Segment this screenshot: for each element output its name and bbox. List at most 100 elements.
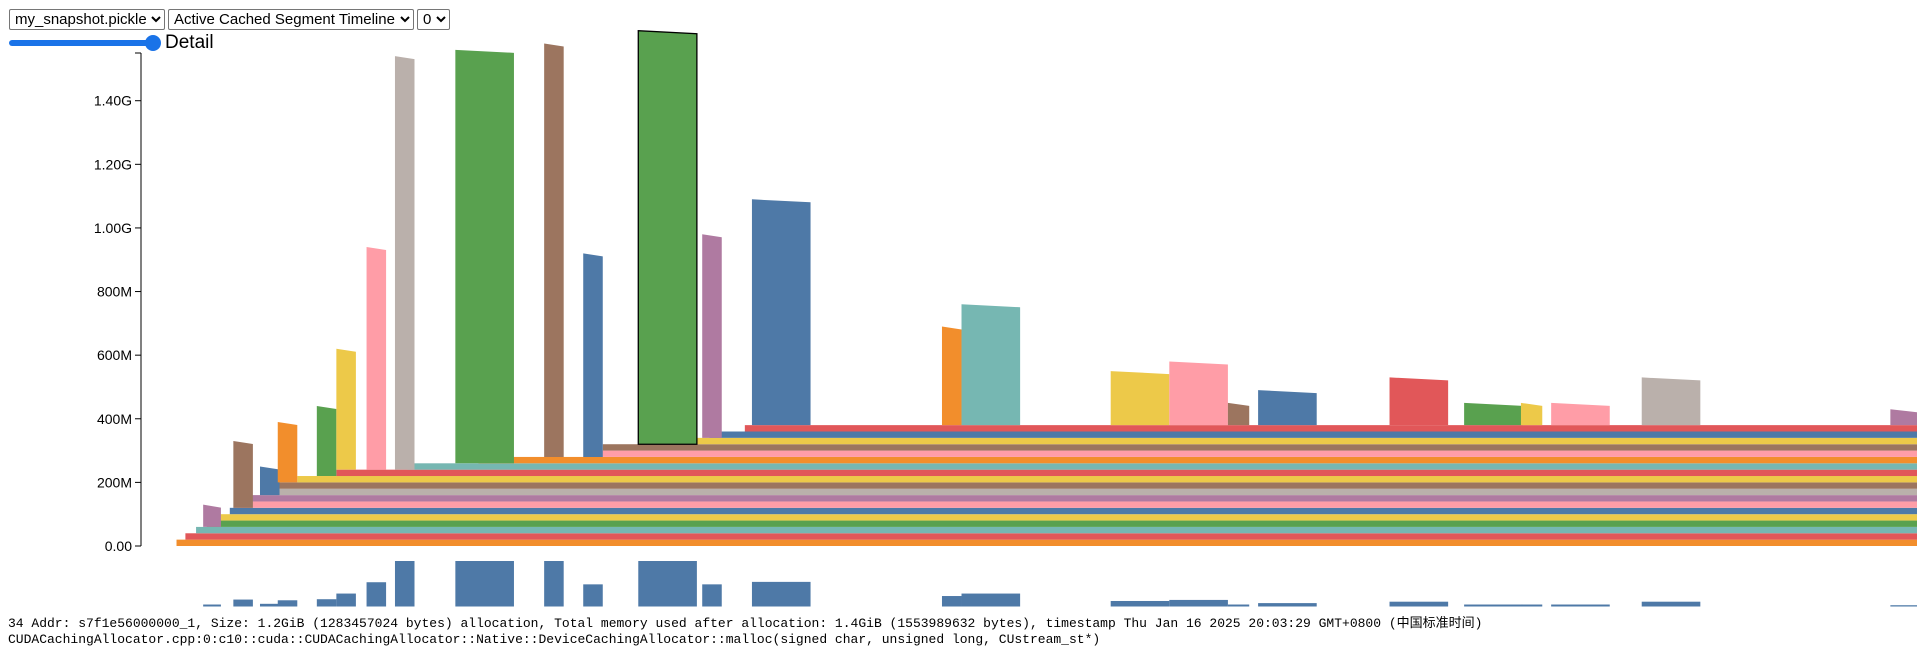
allocation-spike[interactable]: [259, 466, 280, 496]
overview-bar: [203, 604, 221, 607]
overview-bar: [259, 603, 280, 607]
plot-area: [176, 30, 1917, 546]
overview-bar: [1890, 605, 1917, 607]
allocation-spike[interactable]: [702, 234, 722, 438]
snapshot-select[interactable]: my_snapshot.pickle: [9, 9, 165, 30]
allocation-spike[interactable]: [961, 304, 1021, 426]
allocation-spike[interactable]: [1110, 371, 1170, 426]
allocation-band[interactable]: [478, 456, 1917, 464]
y-tick-label: 0.00: [105, 538, 132, 554]
y-tick: 1.40G: [94, 93, 141, 109]
y-tick: 400M: [97, 411, 141, 427]
overview-bar: [941, 596, 962, 607]
detail-label: Detail: [165, 32, 214, 53]
overview-bar: [1389, 601, 1449, 607]
view-select[interactable]: Active Cached Segment Timeline: [168, 9, 414, 30]
allocation-band[interactable]: [229, 507, 1917, 515]
allocation-band[interactable]: [673, 437, 1917, 445]
overview-bar: [1551, 604, 1610, 607]
y-tick: 600M: [97, 347, 141, 363]
allocation-spike[interactable]: [366, 247, 387, 470]
overview-bar: [1227, 604, 1250, 607]
allocation-band[interactable]: [217, 514, 1917, 521]
allocation-spike[interactable]: [941, 326, 962, 426]
device-select[interactable]: 0: [417, 9, 450, 30]
allocation-spike[interactable]: [316, 406, 337, 477]
overview-bar: [1464, 604, 1523, 607]
allocation-band[interactable]: [585, 450, 1917, 457]
overview-bar: [638, 561, 697, 607]
allocation-spike[interactable]: [544, 43, 564, 457]
y-tick: 1.00G: [94, 220, 141, 236]
allocation-band[interactable]: [185, 533, 1917, 540]
overview-bar: [394, 561, 415, 607]
allocation-band[interactable]: [176, 539, 1917, 546]
allocation-band[interactable]: [297, 476, 1917, 483]
overview-bar: [583, 584, 603, 607]
allocation-band[interactable]: [407, 463, 1917, 470]
allocation-band[interactable]: [251, 495, 1917, 502]
status-line-2: CUDACachingAllocator.cpp:0:c10::cuda::CU…: [8, 632, 1101, 647]
controls-bar: my_snapshot.pickle Active Cached Segment…: [9, 9, 450, 31]
detail-slider-thumb[interactable]: [145, 35, 161, 51]
allocation-band[interactable]: [240, 501, 1917, 508]
allocation-spike[interactable]: [233, 441, 253, 508]
allocation-spike[interactable]: [1227, 402, 1250, 426]
allocation-band[interactable]: [602, 444, 1917, 451]
allocation-spike[interactable]: [1389, 377, 1449, 426]
y-tick: 0.00: [105, 538, 141, 554]
allocation-band[interactable]: [709, 431, 1917, 438]
detail-slider-row: Detail: [9, 32, 214, 54]
overview-bar: [336, 593, 356, 607]
memory-timeline-chart[interactable]: 0.00 200M 400M 600M 800M 1.00G 1.20G 1.40G: [0, 0, 1917, 610]
overview-bar: [366, 582, 387, 607]
overview-bar: [961, 593, 1021, 607]
allocation-band[interactable]: [744, 425, 1917, 432]
allocation-band[interactable]: [274, 482, 1917, 489]
allocation-spike[interactable]: [751, 199, 811, 426]
allocation-spike[interactable]: [455, 49, 514, 464]
allocation-band[interactable]: [206, 520, 1917, 527]
y-tick-label: 1.40G: [94, 93, 132, 109]
y-tick-label: 1.20G: [94, 156, 132, 172]
allocation-spike[interactable]: [1520, 402, 1543, 426]
allocation-spike[interactable]: [1169, 361, 1228, 426]
overview-bar: [455, 561, 514, 607]
y-tick-label: 200M: [97, 474, 132, 490]
status-line-1: 34 Addr: s7f1e56000000_1, Size: 1.2GiB (…: [8, 616, 1483, 631]
allocation-spike[interactable]: [394, 56, 415, 470]
overview-bar: [1110, 600, 1170, 607]
y-tick-label: 800M: [97, 284, 132, 300]
overview-bar: [1641, 601, 1701, 607]
allocation-band[interactable]: [261, 488, 1917, 496]
overview-bar: [1520, 604, 1543, 607]
y-tick-label: 400M: [97, 411, 132, 427]
allocation-spike[interactable]: [277, 421, 298, 483]
status-panel: 34 Addr: s7f1e56000000_1, Size: 1.2GiB (…: [8, 616, 1908, 648]
overview-bar: [702, 584, 722, 607]
allocation-spike[interactable]: [637, 30, 698, 445]
allocation-band[interactable]: [336, 469, 1917, 477]
y-tick-label: 600M: [97, 347, 132, 363]
allocation-spike[interactable]: [203, 504, 221, 527]
allocation-spikes: [203, 30, 1917, 527]
overview-bar: [1258, 603, 1317, 607]
allocation-spike[interactable]: [1464, 402, 1523, 426]
y-tick-label: 1.00G: [94, 220, 132, 236]
overview-bar: [544, 561, 564, 607]
y-tick: 1.20G: [94, 156, 141, 172]
y-tick: 800M: [97, 284, 141, 300]
allocation-spike[interactable]: [1890, 409, 1917, 426]
allocation-spike[interactable]: [1258, 390, 1317, 426]
allocation-band[interactable]: [196, 526, 1917, 534]
allocation-spike[interactable]: [336, 348, 356, 470]
allocation-spike[interactable]: [583, 253, 603, 457]
overview-bar: [233, 599, 253, 607]
y-axis: 0.00 200M 400M 600M 800M 1.00G 1.20G 1.40G: [94, 52, 142, 554]
overview-bar: [316, 599, 337, 607]
allocation-spike[interactable]: [1641, 377, 1701, 426]
y-tick: 200M: [97, 474, 141, 490]
allocation-spike[interactable]: [1551, 402, 1610, 426]
overview-bar: [277, 600, 298, 607]
detail-slider[interactable]: [9, 35, 161, 51]
